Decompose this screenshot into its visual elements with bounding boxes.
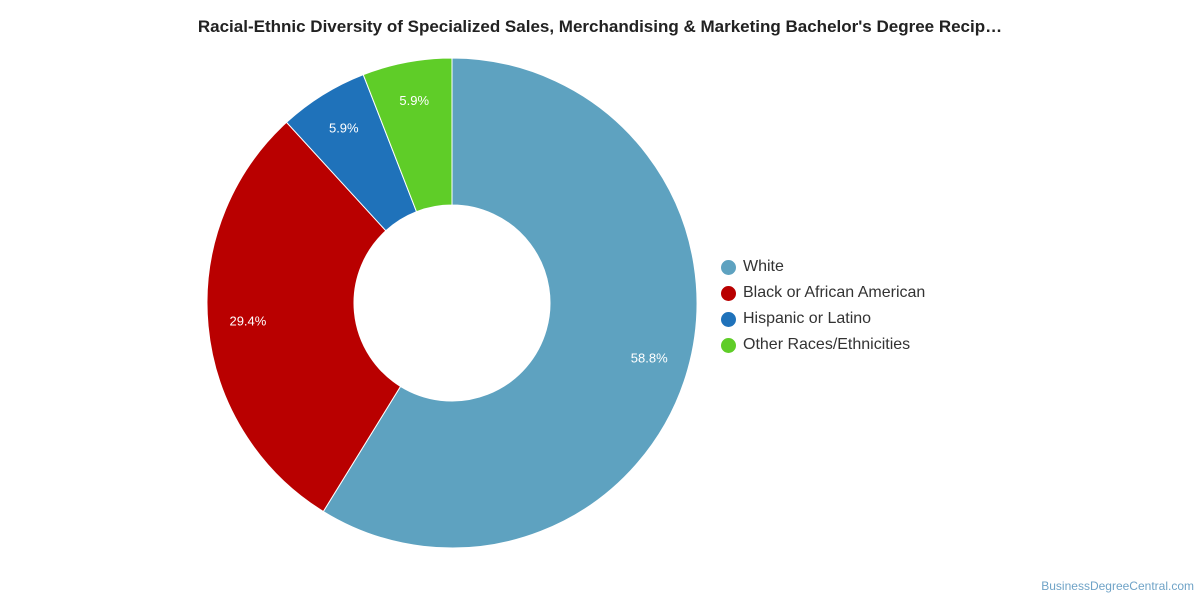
- slice-other[interactable]: [362, 57, 453, 213]
- legend-swatch-white: [721, 259, 736, 275]
- slice-label-hispanic: 5.9%: [329, 120, 359, 135]
- source-credit[interactable]: BusinessDegreeCentral.com: [1041, 579, 1194, 593]
- legend-swatch-hispanic: [721, 311, 736, 327]
- slice-label-other: 5.9%: [399, 93, 429, 108]
- legend-item-hispanic[interactable]: Hispanic or Latino: [721, 306, 925, 332]
- legend-item-other[interactable]: Other Races/Ethnicities: [721, 332, 925, 358]
- slice-label-black: 29.4%: [229, 314, 266, 329]
- legend-item-white[interactable]: White: [721, 254, 925, 280]
- chart-legend: White Black or African American Hispanic…: [721, 254, 925, 358]
- slice-black[interactable]: [206, 121, 402, 513]
- legend-swatch-black: [721, 285, 736, 301]
- slice-label-white: 58.8%: [631, 350, 668, 365]
- chart-title: Racial-Ethnic Diversity of Specialized S…: [197, 17, 1003, 36]
- legend-swatch-other: [721, 337, 736, 353]
- slice-white[interactable]: [322, 57, 698, 549]
- legend-label-other: Other Races/Ethnicities: [743, 336, 911, 353]
- legend-label-black: Black or African American: [743, 284, 926, 301]
- legend-label-white: White: [743, 258, 784, 275]
- legend-label-hispanic: Hispanic or Latino: [743, 310, 872, 327]
- legend-item-black[interactable]: Black or African American: [721, 280, 925, 306]
